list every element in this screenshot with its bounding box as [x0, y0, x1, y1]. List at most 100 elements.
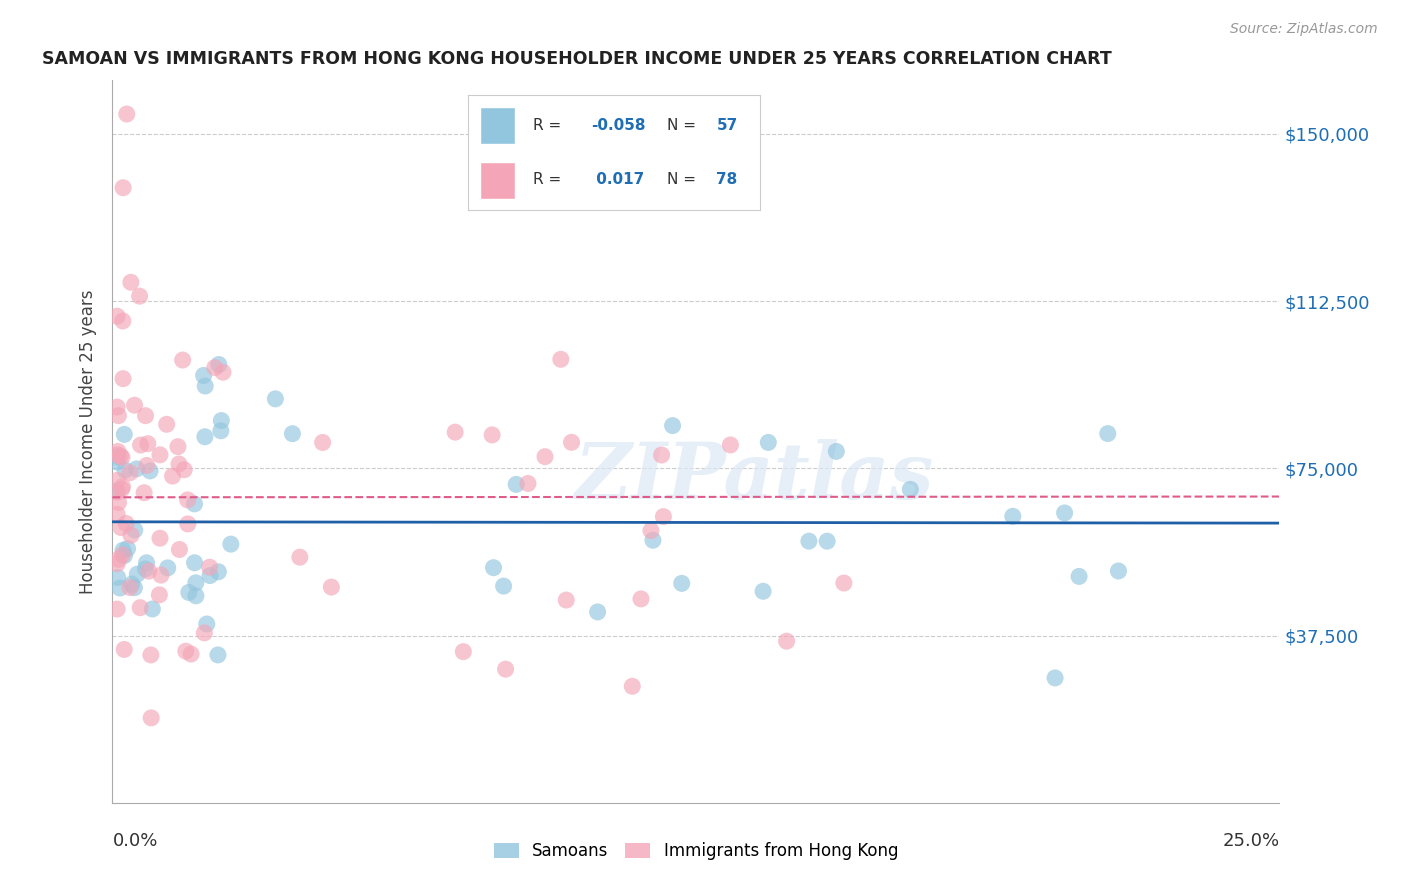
Point: [105, 309, 128, 323]
Point: [112, 372, 135, 386]
Point: [105, 474, 128, 488]
Point: [112, 543, 135, 558]
Point: [124, 581, 146, 595]
Point: [156, 417, 179, 432]
Point: [641, 533, 664, 548]
Point: [105, 400, 128, 414]
Point: [112, 427, 135, 442]
Point: [111, 450, 134, 465]
Point: [111, 482, 134, 496]
Point: [752, 584, 775, 599]
Point: [135, 556, 157, 570]
Point: [586, 605, 609, 619]
Point: [120, 275, 142, 289]
Point: [193, 368, 215, 383]
Point: [121, 577, 143, 591]
Point: [139, 648, 162, 662]
Point: [105, 485, 128, 500]
Point: [453, 645, 475, 659]
Text: 0.0%: 0.0%: [112, 832, 157, 850]
Text: ZIPatlas: ZIPatlas: [575, 440, 934, 516]
Point: [198, 568, 221, 582]
Point: [112, 642, 135, 657]
Point: [139, 464, 162, 478]
Point: [288, 550, 311, 565]
Point: [207, 648, 229, 662]
Point: [125, 462, 148, 476]
Point: [128, 289, 150, 303]
Point: [209, 424, 232, 438]
Point: [108, 581, 131, 595]
Point: [219, 537, 242, 551]
Point: [204, 360, 226, 375]
Point: [169, 542, 191, 557]
Point: [107, 570, 129, 584]
Point: [148, 588, 170, 602]
Point: [621, 679, 644, 693]
Y-axis label: Householder Income Under 25 years: Householder Income Under 25 years: [79, 289, 97, 594]
Point: [832, 576, 855, 591]
Point: [720, 438, 742, 452]
Point: [112, 549, 135, 563]
Point: [195, 617, 218, 632]
Point: [127, 567, 149, 582]
Point: [561, 435, 583, 450]
Point: [124, 523, 146, 537]
Point: [180, 647, 202, 661]
Text: 25.0%: 25.0%: [1222, 832, 1279, 850]
Point: [138, 564, 160, 578]
Point: [111, 548, 134, 562]
Point: [135, 458, 157, 473]
Point: [207, 565, 229, 579]
Point: [661, 418, 683, 433]
Point: [184, 575, 207, 590]
Point: [134, 562, 156, 576]
Point: [1001, 509, 1024, 524]
Point: [105, 448, 128, 462]
Point: [129, 438, 152, 452]
Point: [825, 444, 848, 458]
Point: [505, 477, 527, 491]
Point: [134, 485, 156, 500]
Point: [141, 602, 163, 616]
Point: [492, 579, 515, 593]
Point: [136, 436, 159, 450]
Point: [172, 353, 194, 368]
Point: [156, 561, 179, 575]
Point: [110, 520, 132, 534]
Point: [1097, 426, 1119, 441]
Point: [176, 492, 198, 507]
Point: [107, 409, 129, 423]
Point: [174, 644, 197, 658]
Point: [115, 516, 138, 531]
Legend: Samoans, Immigrants from Hong Kong: Samoans, Immigrants from Hong Kong: [488, 836, 904, 867]
Point: [652, 509, 675, 524]
Point: [651, 448, 673, 462]
Point: [149, 448, 172, 462]
Point: [482, 560, 505, 574]
Point: [198, 560, 221, 574]
Point: [162, 469, 184, 483]
Point: [212, 365, 235, 379]
Point: [118, 466, 141, 480]
Point: [1067, 569, 1090, 583]
Point: [115, 107, 138, 121]
Point: [105, 508, 128, 522]
Point: [117, 541, 139, 556]
Point: [194, 430, 217, 444]
Point: [118, 581, 141, 595]
Point: [120, 528, 142, 542]
Point: [756, 435, 779, 450]
Point: [149, 568, 172, 582]
Point: [105, 450, 128, 464]
Point: [444, 425, 467, 439]
Point: [183, 497, 205, 511]
Point: [184, 589, 207, 603]
Point: [534, 450, 557, 464]
Point: [177, 516, 200, 531]
Point: [129, 600, 152, 615]
Point: [797, 534, 820, 549]
Point: [193, 625, 215, 640]
Point: [630, 591, 652, 606]
Point: [775, 634, 797, 648]
